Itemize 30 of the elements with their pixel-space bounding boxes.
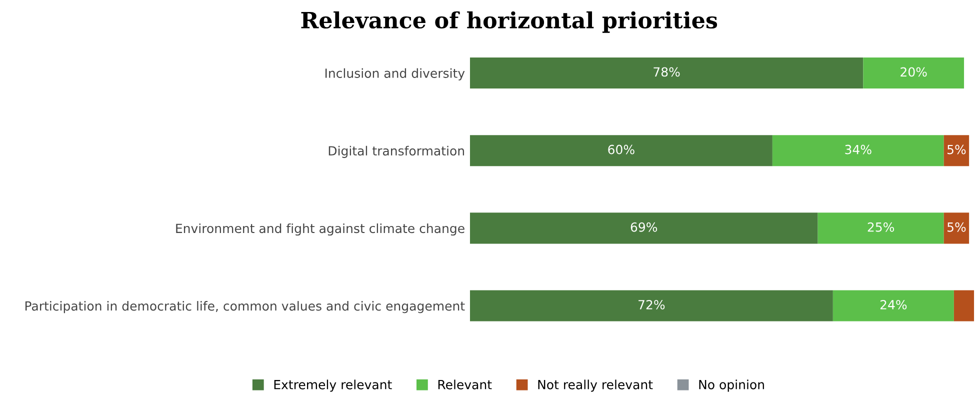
chart-title: Relevance of horizontal priorities — [301, 11, 718, 33]
legend-label: Not really relevant — [538, 380, 653, 392]
data-label: 25% — [868, 222, 894, 232]
bar — [470, 135, 772, 166]
data-label: 5% — [948, 144, 966, 154]
data-label: 24% — [880, 300, 907, 310]
y-tick-label: Inclusion and diversity — [325, 68, 465, 80]
legend-label: No opinion — [699, 380, 764, 392]
bar — [470, 290, 833, 322]
data-label: 69% — [630, 222, 658, 232]
bar — [470, 58, 864, 89]
data-label: 34% — [845, 144, 872, 154]
bar — [772, 135, 944, 166]
bar — [954, 290, 974, 322]
bar — [832, 290, 954, 322]
bar — [863, 58, 964, 89]
bar — [944, 212, 970, 244]
data-label: 5% — [948, 222, 966, 232]
y-tick-label: Participation in democratic life, common values and civic engagement — [25, 301, 465, 314]
data-label: 78% — [654, 67, 680, 77]
bar — [944, 135, 970, 166]
legend-label: Extremely relevant — [274, 380, 392, 392]
y-tick-label: Environment and fight against climate change — [176, 223, 464, 236]
bar — [470, 212, 818, 244]
data-label: 60% — [608, 144, 634, 154]
data-label: 20% — [900, 67, 927, 77]
y-tick-label: Digital transformation — [328, 146, 464, 158]
data-label: 72% — [638, 300, 665, 310]
legend-label: Relevant — [438, 380, 492, 390]
bar — [818, 212, 944, 244]
